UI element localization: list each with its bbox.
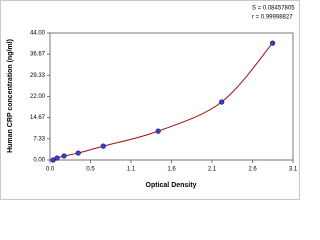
- y-tick-label: 0.00: [33, 158, 45, 164]
- x-tick-label: 1.1: [127, 167, 136, 173]
- point: [61, 153, 67, 159]
- point: [54, 155, 60, 161]
- point: [155, 128, 161, 134]
- x-tick-label: 0.5: [86, 167, 95, 173]
- chart: S = 0.08457805 r = 0.99998827 Optical De…: [0, 0, 300, 200]
- x-tick-label: 3.1: [289, 167, 298, 173]
- point: [270, 40, 276, 46]
- y-tick-label: 7.33: [33, 136, 45, 142]
- y-axis-title: Human CRP concentration (ng/ml): [7, 39, 14, 153]
- x-tick-label: 0.0: [46, 167, 55, 173]
- point: [75, 150, 81, 156]
- x-tick-label: 2.6: [248, 167, 257, 173]
- stat-s: S = 0.08457805: [252, 6, 295, 12]
- y-tick-label: 14.67: [30, 115, 46, 121]
- x-tick-label: 1.6: [167, 167, 176, 173]
- y-tick-label: 36.67: [30, 52, 46, 58]
- plot-area: [49, 32, 294, 161]
- x-tick-label: 2.1: [208, 167, 217, 173]
- point: [100, 143, 106, 149]
- y-tick-label: 22.00: [30, 94, 46, 100]
- y-tick-label: 29.33: [30, 73, 46, 79]
- y-tick-label: 44.00: [30, 31, 46, 37]
- point: [219, 99, 225, 105]
- stat-r: r = 0.99998827: [252, 15, 293, 21]
- x-axis-title: Optical Density: [146, 182, 197, 189]
